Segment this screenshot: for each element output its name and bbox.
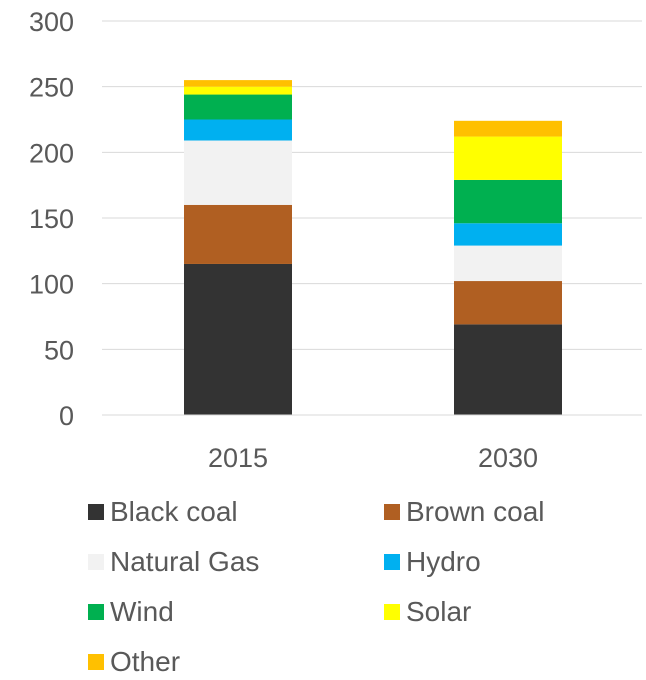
bar-segment-brown-coal-2030 <box>454 281 562 325</box>
legend-item: Natural Gas <box>88 544 259 580</box>
x-tick-label: 2015 <box>208 443 268 473</box>
bar-segment-other-2030 <box>454 120 562 137</box>
x-axis: 2015 2030 <box>208 443 538 473</box>
legend-label: Wind <box>110 596 174 627</box>
legend-item: Solar <box>384 594 471 630</box>
x-tick-label: 2030 <box>478 443 538 473</box>
legend-item: Black coal <box>88 494 238 530</box>
bar-segment-natural-gas-2030 <box>454 245 562 282</box>
y-tick-label: 200 <box>29 138 74 168</box>
bar-segment-wind-2015 <box>184 94 292 120</box>
legend-swatch <box>88 554 104 570</box>
bar-segment-natural-gas-2015 <box>184 140 292 205</box>
bars <box>184 80 562 415</box>
bar-segment-black-coal-2015 <box>184 263 292 415</box>
legend-label: Black coal <box>110 496 238 527</box>
bar-segment-hydro-2015 <box>184 119 292 141</box>
bar-segment-solar-2015 <box>184 86 292 95</box>
legend-swatch <box>384 554 400 570</box>
y-tick-label: 0 <box>59 401 74 431</box>
y-axis: 0 50 100 150 200 250 300 <box>29 7 74 431</box>
y-tick-label: 300 <box>29 7 74 37</box>
legend-item: Hydro <box>384 544 481 580</box>
legend-label: Hydro <box>406 546 481 577</box>
y-tick-label: 50 <box>44 335 74 365</box>
y-tick-label: 100 <box>29 270 74 300</box>
legend-item: Other <box>88 644 180 680</box>
bar-segment-other-2015 <box>184 80 292 87</box>
bar-segment-hydro-2030 <box>454 223 562 246</box>
legend-swatch <box>88 654 104 670</box>
legend-item: Wind <box>88 594 174 630</box>
legend-swatch <box>384 604 400 620</box>
legend-swatch <box>88 604 104 620</box>
legend-label: Natural Gas <box>110 546 260 577</box>
bar-segment-wind-2030 <box>454 179 562 224</box>
legend-label: Other <box>110 646 181 677</box>
y-tick-label: 250 <box>29 73 74 103</box>
bar-segment-solar-2030 <box>454 136 562 180</box>
bar-segment-black-coal-2030 <box>454 324 562 415</box>
legend-label: Brown coal <box>406 496 545 527</box>
legend-swatch <box>384 504 400 520</box>
legend-label: Solar <box>406 596 472 627</box>
bar-segment-brown-coal-2015 <box>184 204 292 264</box>
legend-item: Brown coal <box>384 494 545 530</box>
y-tick-label: 150 <box>29 204 74 234</box>
legend-swatch <box>88 504 104 520</box>
